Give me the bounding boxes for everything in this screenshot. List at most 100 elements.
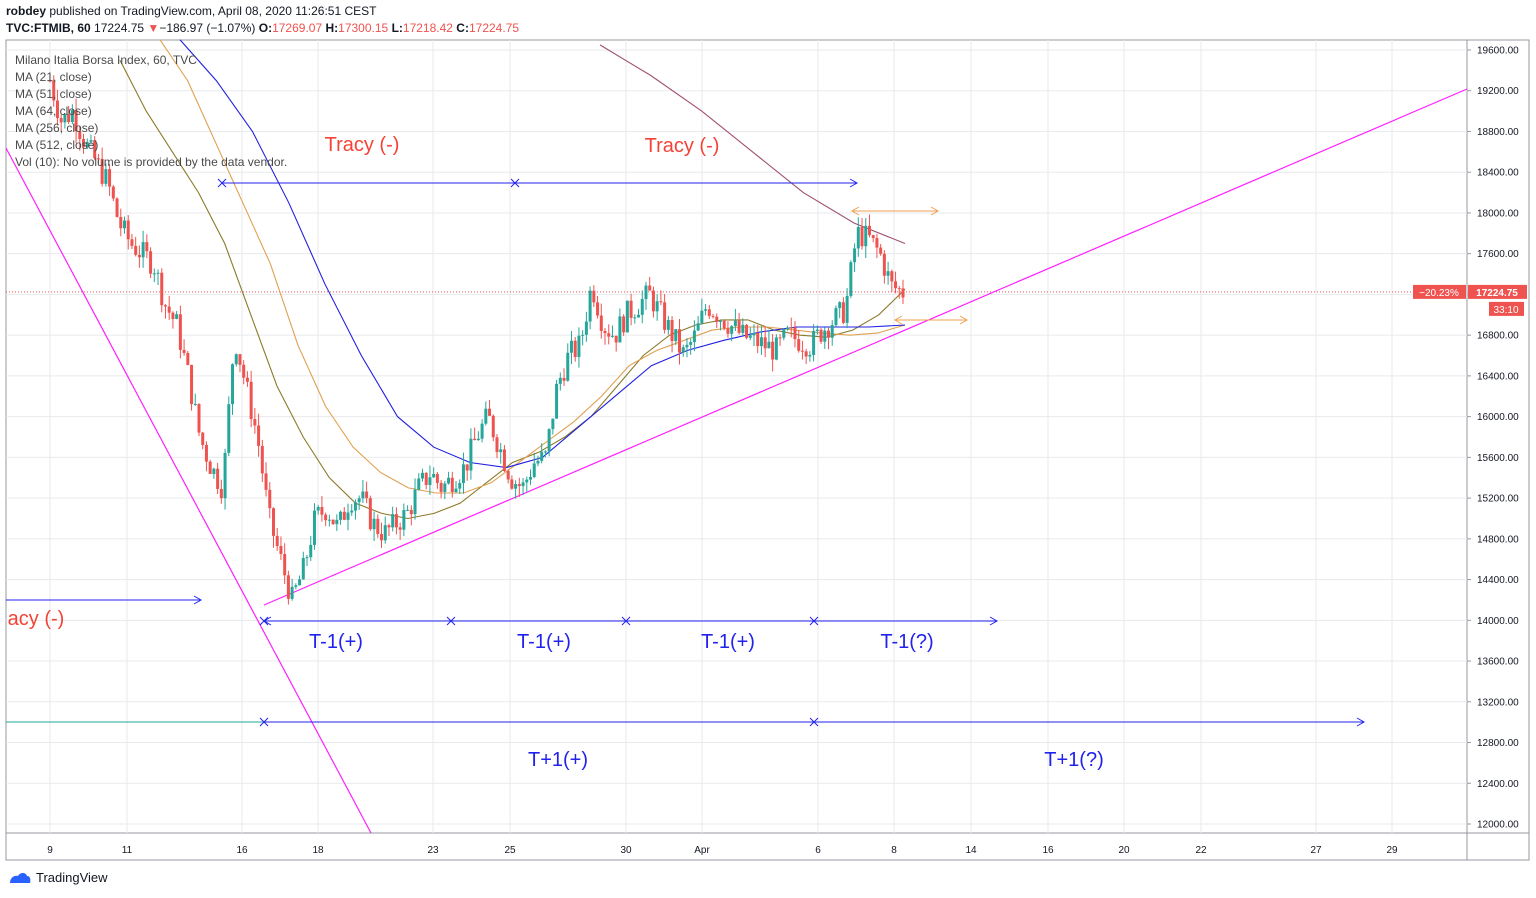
- orange-arrow-bottom-head-left: [893, 315, 903, 325]
- candle-body: [543, 451, 547, 453]
- candle-body: [901, 288, 905, 298]
- candle-body: [827, 330, 831, 338]
- candle-body: [119, 216, 123, 229]
- annotation-label: T-1(+): [309, 631, 363, 653]
- descending-trendline: [5, 147, 372, 834]
- candle-body: [644, 285, 648, 300]
- candle-body: [871, 235, 875, 239]
- x-tick-label: 29: [1386, 845, 1398, 856]
- x-tick-label: 27: [1310, 845, 1322, 856]
- candle-body: [502, 449, 506, 471]
- candle-body: [864, 225, 868, 247]
- candle-body: [85, 141, 89, 148]
- candle-body: [789, 327, 793, 329]
- candle-body: [584, 321, 588, 335]
- legend-item: MA (21, close): [15, 70, 92, 84]
- open-label: O:: [258, 21, 273, 35]
- candle-body: [759, 337, 763, 347]
- candle-body: [78, 131, 82, 140]
- candle-body: [346, 512, 350, 520]
- candle-body: [592, 290, 596, 303]
- candle-body: [406, 509, 410, 511]
- change-down-icon: ▼: [147, 21, 160, 35]
- tracy-arrow-head: [849, 178, 859, 188]
- candle-body: [342, 511, 346, 520]
- candle-body: [674, 329, 678, 342]
- candle-body: [145, 242, 149, 252]
- ohlc-bar: TVC:FTMIB, 60 17224.75 ▼−186.97 (−1.07%)…: [6, 21, 519, 35]
- candle-body: [622, 316, 626, 333]
- candle-body: [882, 253, 886, 276]
- y-tick-label: 15600.00: [1477, 453, 1519, 464]
- candle-body: [316, 507, 320, 511]
- candle-body: [696, 323, 700, 331]
- candle-body: [357, 498, 361, 503]
- orange-arrow-top-head-right: [930, 206, 940, 216]
- y-tick-label: 14800.00: [1477, 534, 1519, 545]
- candle-body: [264, 473, 268, 490]
- x-tick-label: 30: [620, 845, 632, 856]
- candle-body: [178, 314, 182, 350]
- candle-body: [149, 251, 153, 274]
- candle-body: [651, 290, 655, 312]
- candle-body: [134, 245, 138, 255]
- candle-body: [778, 337, 782, 339]
- candle-body: [380, 533, 384, 541]
- candle-body: [253, 419, 257, 426]
- brand-name[interactable]: TradingView: [36, 870, 108, 885]
- candle-body: [52, 80, 56, 101]
- candle-body: [711, 315, 715, 317]
- chart-frame: [5, 39, 1530, 861]
- candle-body: [432, 473, 436, 478]
- y-tick-label: 12000.00: [1477, 820, 1519, 831]
- candle-body: [402, 510, 406, 530]
- candle-body: [618, 316, 622, 343]
- candle-body: [596, 302, 600, 316]
- legend-item: MA (51, close): [15, 87, 92, 101]
- cross-mark: [621, 616, 631, 626]
- candle-body: [439, 482, 443, 492]
- legend-item: MA (64, close): [15, 104, 92, 118]
- y-tick-label: 12800.00: [1477, 738, 1519, 749]
- candle-body: [860, 226, 864, 247]
- ma-line-0: [119, 59, 906, 520]
- candle-body: [286, 575, 290, 599]
- candle-body: [841, 302, 845, 323]
- ascending-trendline: [263, 88, 1468, 606]
- candle-body: [100, 158, 104, 184]
- candle-body: [614, 335, 618, 343]
- candle-body: [156, 272, 160, 274]
- candle-body: [774, 337, 778, 360]
- candle-body: [331, 519, 335, 525]
- candle-body: [327, 519, 331, 521]
- candle-body: [454, 488, 458, 492]
- candle-body: [588, 290, 592, 322]
- candle-body: [74, 110, 78, 132]
- cross-mark: [259, 717, 269, 727]
- candle-body: [171, 312, 175, 319]
- candle-body: [853, 248, 857, 263]
- tradingview-logo-icon[interactable]: [8, 871, 32, 885]
- high-value: 17300.15: [338, 21, 389, 35]
- open-value: 17269.07: [272, 21, 323, 35]
- candle-body: [476, 438, 480, 441]
- candle-body: [93, 140, 97, 159]
- candle-body: [514, 484, 518, 489]
- candle-body: [625, 300, 629, 333]
- candle-body: [130, 239, 134, 246]
- candle-body: [447, 477, 451, 484]
- countdown-tag: [1489, 301, 1524, 316]
- candle-body: [804, 351, 808, 357]
- x-tick-label: 9: [47, 845, 53, 856]
- candle-body: [555, 383, 559, 419]
- candle-body: [748, 335, 752, 338]
- candle-body: [312, 510, 316, 545]
- candle-body: [55, 100, 59, 119]
- candle-body: [443, 483, 447, 492]
- candle-body: [350, 510, 354, 513]
- candle-body: [271, 508, 275, 536]
- author-name[interactable]: robdey: [6, 4, 47, 18]
- candle-body: [823, 330, 827, 342]
- last-price: 17224.75: [94, 21, 145, 35]
